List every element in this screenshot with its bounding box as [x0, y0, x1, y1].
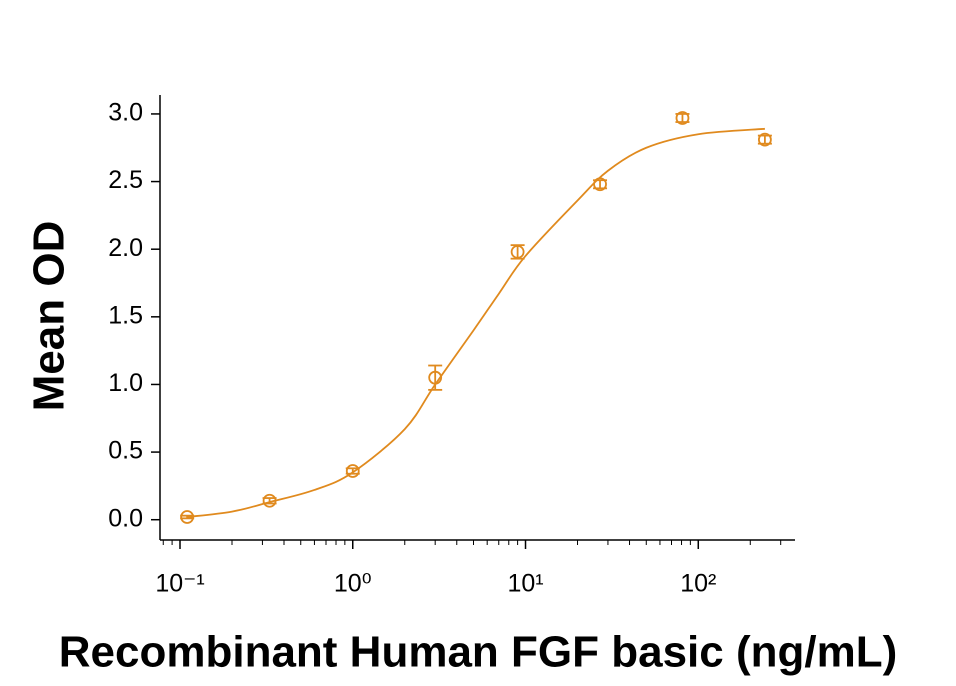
data-point — [675, 111, 690, 125]
x-tick-label: 10¹ — [507, 570, 543, 598]
y-tick-label: 2.5 — [108, 166, 143, 194]
data-point — [345, 464, 360, 478]
data-point — [510, 244, 525, 259]
error-bar — [180, 514, 195, 520]
y-axis-title: Mean OD — [25, 221, 74, 412]
y-tick-label: 1.5 — [108, 301, 143, 329]
y-tick-label: 0.5 — [108, 437, 143, 465]
data-point — [428, 370, 443, 385]
y-tick-label: 1.0 — [108, 369, 143, 397]
y-tick-label: 0.0 — [108, 504, 143, 532]
y-tick-label: 3.0 — [108, 99, 143, 127]
x-tick-label: 10⁻¹ — [155, 570, 204, 598]
error-bar — [428, 364, 443, 391]
data-point — [262, 493, 277, 508]
data-point — [593, 177, 607, 192]
y-tick-label: 2.0 — [108, 234, 143, 262]
data-point — [757, 132, 772, 147]
x-tick-label: 10⁰ — [334, 570, 372, 598]
data-point — [180, 510, 195, 524]
x-axis-title: Recombinant Human FGF basic (ng/mL) — [59, 628, 898, 677]
fit-curve — [187, 127, 765, 518]
x-tick-label: 10² — [680, 570, 716, 598]
